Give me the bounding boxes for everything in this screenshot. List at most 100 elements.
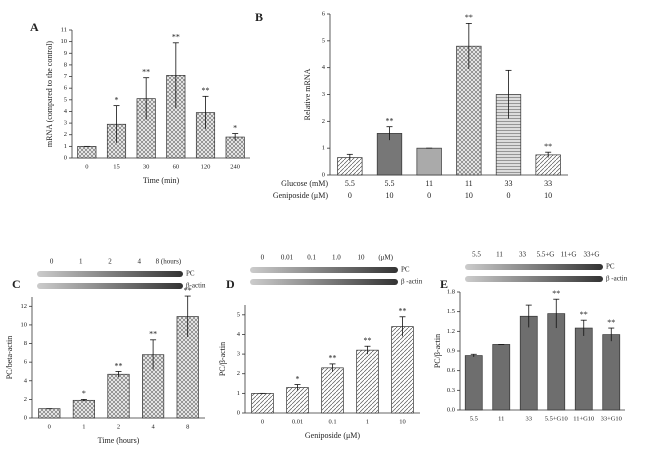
- blot-lane-label: 5.5+G: [537, 251, 555, 259]
- panel-label: E: [440, 277, 448, 291]
- y-tick-label: 1.2: [447, 328, 455, 335]
- blot-band: [250, 267, 398, 273]
- blot-lane-label: 33: [519, 251, 527, 259]
- blot-lane-label: 11+G: [561, 251, 577, 259]
- bar: [535, 154, 561, 176]
- x-tick-label: 0: [48, 423, 51, 430]
- bar: [286, 387, 309, 414]
- panel-label: D: [226, 277, 235, 291]
- y-tick-label: 10: [61, 38, 68, 45]
- y-tick-label: 4: [64, 108, 68, 115]
- blot-band-label: PC: [186, 270, 195, 278]
- x-tick-label: 1: [366, 418, 369, 425]
- y-tick-label: 4: [322, 64, 326, 71]
- y-tick-label: 4: [237, 331, 241, 338]
- y-axis-label: PC/β-actin: [218, 342, 227, 376]
- y-tick-label: 6: [322, 10, 326, 17]
- y-tick-label: 5: [237, 311, 240, 318]
- x-tick-label: 11: [425, 179, 433, 188]
- x-tick-label: 11: [498, 415, 504, 422]
- y-axis-label: mRNA (compared to the control): [45, 41, 54, 148]
- y-tick-label: 8: [24, 340, 27, 347]
- bar: [602, 334, 621, 411]
- blot-lane-label: 4: [137, 258, 141, 266]
- y-tick-label: 5: [322, 37, 325, 44]
- significance: **: [184, 286, 192, 295]
- bar: [464, 355, 483, 411]
- significance: *: [296, 374, 300, 383]
- y-tick-label: 0.3: [447, 387, 455, 394]
- x-tick-label: 5.5+G10: [545, 415, 568, 422]
- y-axis-label: PC/β-actin: [433, 334, 442, 368]
- bar: [251, 393, 274, 414]
- bar: [72, 399, 95, 419]
- x-tick-label: 120: [201, 163, 211, 170]
- x-tick-label: 5.5: [345, 179, 355, 188]
- y-tick-label: 3: [64, 120, 67, 127]
- y-tick-label: 0: [322, 171, 325, 178]
- x-tick-label: 240: [230, 163, 240, 170]
- x-tick-label: 10: [544, 191, 552, 200]
- bar: [38, 408, 61, 419]
- x-tick-label: 11+G10: [573, 415, 594, 422]
- panel-label: C: [12, 277, 21, 291]
- x-tick-label: 0: [85, 163, 88, 170]
- bar: [321, 367, 344, 414]
- y-tick-label: 6: [24, 359, 28, 366]
- blot-band-label: PC: [606, 263, 615, 271]
- blot-lane-label: 0: [50, 258, 54, 266]
- x-tick-label: 0.1: [328, 418, 336, 425]
- blot-lane-label: 0.01: [281, 254, 294, 262]
- y-tick-label: 10: [21, 321, 28, 328]
- y-axis-label: PC/beta-actin: [5, 336, 14, 380]
- y-axis-label: Relative mRNA: [303, 68, 312, 120]
- significance: **: [544, 142, 552, 151]
- significance: **: [465, 13, 473, 22]
- y-tick-label: 6: [64, 85, 68, 92]
- blot-lane-label: 33+G: [583, 251, 599, 259]
- blot-lane-label: 0.1: [307, 254, 316, 262]
- significance: **: [607, 318, 615, 327]
- x-tick-label: 60: [173, 163, 180, 170]
- x-tick-label: 0: [507, 191, 511, 200]
- blot-lane-label: 10: [358, 254, 366, 262]
- blot-band-label: β -actin: [401, 278, 423, 286]
- significance: **: [172, 33, 180, 42]
- y-tick-label: 0.0: [447, 406, 455, 413]
- blot-band: [37, 283, 183, 289]
- blot-lane-label: 2: [108, 258, 112, 266]
- y-tick-label: 0.6: [447, 367, 456, 374]
- x-tick-label: 33: [505, 179, 513, 188]
- panel-label: B: [255, 10, 263, 24]
- y-tick-label: 1: [237, 390, 240, 397]
- y-tick-label: 5: [64, 96, 67, 103]
- blot-band-label: β -actin: [606, 275, 628, 283]
- blot-lane-label: 8 (hours): [156, 258, 182, 266]
- blot-band-label: PC: [401, 266, 410, 274]
- significance: **: [399, 307, 407, 316]
- bar: [356, 349, 379, 414]
- x-tick-label: 10: [465, 191, 473, 200]
- y-tick-label: 2: [64, 131, 67, 138]
- significance: **: [364, 336, 372, 345]
- x-tick-label: 0.01: [292, 418, 303, 425]
- bar: [547, 313, 566, 411]
- significance: *: [233, 123, 237, 132]
- bar: [77, 146, 97, 159]
- blot-band: [250, 279, 398, 285]
- blot-band: [465, 264, 603, 270]
- x-tick-label: 10: [386, 191, 394, 200]
- blot-lane-label: 1: [79, 258, 83, 266]
- y-tick-label: 7: [64, 73, 68, 80]
- x-tick-label: 5.5: [385, 179, 395, 188]
- significance: **: [202, 86, 210, 95]
- x-tick-label: 1: [82, 423, 85, 430]
- bar: [574, 327, 593, 411]
- y-tick-label: 0: [64, 154, 67, 161]
- y-tick-label: 3: [322, 91, 325, 98]
- blot-band-label: β-actin: [186, 282, 206, 290]
- x-tick-label: 33: [526, 415, 533, 422]
- y-tick-label: 4: [24, 377, 28, 384]
- x-axis-label: Time (min): [143, 176, 180, 185]
